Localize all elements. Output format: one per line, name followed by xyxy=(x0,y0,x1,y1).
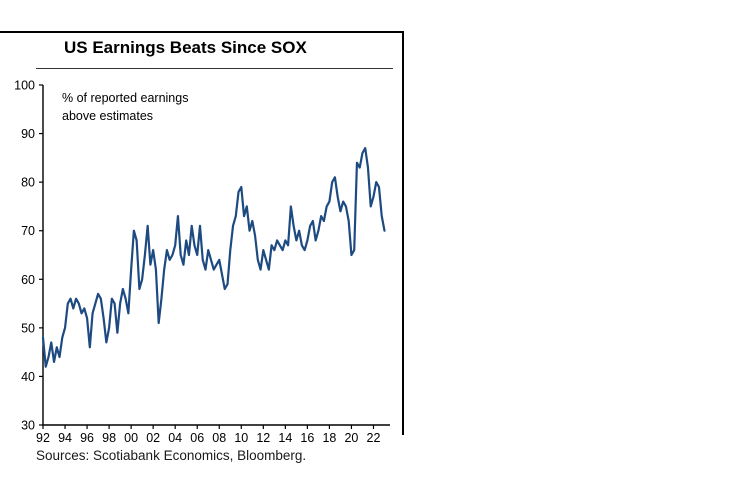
x-tick-label: 14 xyxy=(278,431,292,445)
axis-lines xyxy=(42,85,390,426)
x-tick-label: 18 xyxy=(322,431,336,445)
x-tick-label: 00 xyxy=(124,431,138,445)
x-tick-label: 16 xyxy=(300,431,314,445)
x-tick-label: 20 xyxy=(344,431,358,445)
y-tick-label: 80 xyxy=(21,176,35,190)
x-tick-label: 92 xyxy=(36,431,50,445)
chart-title: US Earnings Beats Since SOX xyxy=(64,38,307,57)
x-tick-label: 22 xyxy=(367,431,381,445)
x-tick-label: 96 xyxy=(80,431,94,445)
y-tick-label: 60 xyxy=(21,273,35,287)
source-note: Sources: Scotiabank Economics, Bloomberg… xyxy=(36,448,307,463)
y-tick-label: 50 xyxy=(21,321,35,335)
x-tick-label: 04 xyxy=(168,431,182,445)
x-tick-label: 08 xyxy=(212,431,226,445)
y-tick-label: 70 xyxy=(21,224,35,238)
x-tick-label: 06 xyxy=(190,431,204,445)
x-tick-label: 98 xyxy=(102,431,116,445)
y-tick-label: 100 xyxy=(14,79,35,93)
chart-annotation: % of reported earnings above estimates xyxy=(62,91,189,123)
y-tick-label: 40 xyxy=(21,370,35,384)
y-tick-label: 90 xyxy=(21,127,35,141)
x-tick-label: 94 xyxy=(58,431,72,445)
x-tick-label: 02 xyxy=(146,431,160,445)
x-tick-label: 10 xyxy=(234,431,248,445)
y-tick-label: 30 xyxy=(21,419,35,433)
x-tick-label: 12 xyxy=(256,431,270,445)
title-divider xyxy=(36,68,393,69)
earnings-beats-line xyxy=(41,147,386,368)
